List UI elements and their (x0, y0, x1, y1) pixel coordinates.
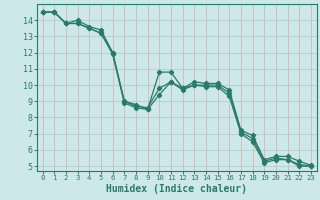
X-axis label: Humidex (Indice chaleur): Humidex (Indice chaleur) (106, 184, 247, 194)
